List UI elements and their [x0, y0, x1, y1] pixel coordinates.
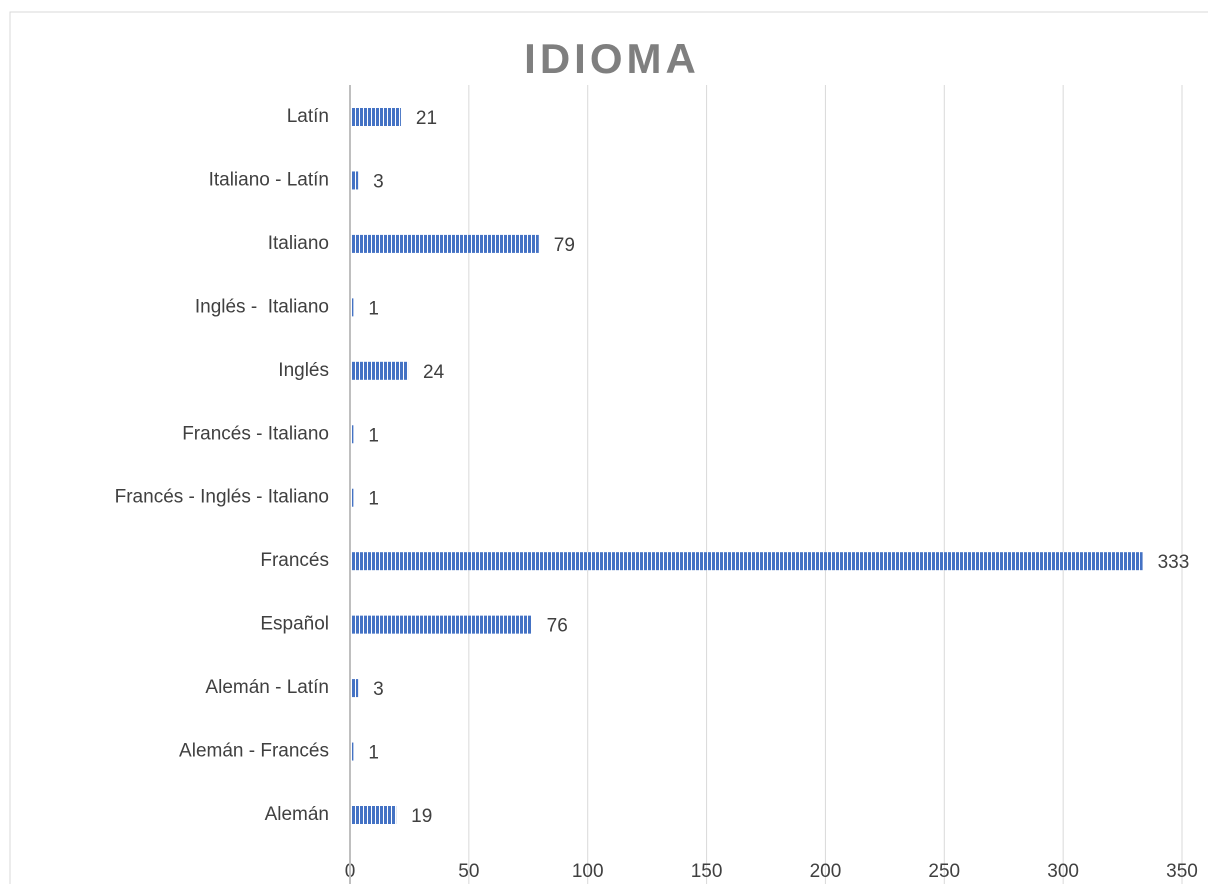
x-tick-label: 250	[928, 861, 960, 882]
bar	[351, 298, 354, 317]
x-tick-label: 200	[810, 861, 842, 882]
bar	[351, 425, 354, 444]
bar	[351, 488, 354, 507]
y-tick-label: Italiano - Latín	[209, 169, 329, 190]
y-tick-label: Alemán	[265, 804, 329, 825]
data-label: 3	[373, 679, 384, 700]
y-tick-label: Francés - Italiano	[182, 423, 329, 444]
data-label: 1	[368, 489, 379, 510]
data-label: 1	[368, 425, 379, 446]
y-tick-label: Italiano	[268, 233, 329, 254]
data-label: 3	[373, 171, 384, 192]
data-label: 19	[411, 806, 432, 827]
data-label: 24	[423, 362, 445, 383]
y-tick-label: Latín	[287, 106, 329, 127]
bar	[351, 234, 539, 253]
bar	[351, 108, 401, 126]
chart-frame	[9, 11, 1208, 884]
y-tick-label: Español	[260, 614, 329, 635]
chart-title: IDIOMA	[524, 35, 700, 82]
y-tick-label: Francés - Inglés - Italiano	[115, 487, 329, 508]
x-tick-label: 150	[691, 861, 723, 882]
y-tick-label: Alemán - Latín	[205, 677, 329, 698]
bar	[351, 615, 532, 634]
bar	[351, 552, 1143, 571]
data-label: 1	[368, 743, 379, 764]
x-tick-label: 100	[572, 861, 604, 882]
bar	[351, 806, 397, 824]
bar	[351, 171, 359, 190]
y-tick-label: Francés	[260, 550, 329, 571]
x-tick-label: 300	[1047, 861, 1079, 882]
x-tick-label: 50	[458, 861, 479, 882]
x-tick-label: 350	[1166, 861, 1198, 882]
bar	[351, 361, 409, 380]
data-label: 21	[416, 108, 437, 129]
y-tick-label: Inglés	[278, 360, 329, 381]
bar	[351, 679, 359, 698]
data-label: 76	[547, 616, 568, 637]
bar	[351, 742, 354, 761]
y-tick-label: Alemán - Francés	[179, 741, 329, 762]
data-label: 333	[1158, 552, 1190, 573]
y-tick-label: Inglés - Italiano	[195, 296, 329, 317]
data-label: 79	[554, 235, 575, 256]
data-label: 1	[368, 298, 379, 319]
